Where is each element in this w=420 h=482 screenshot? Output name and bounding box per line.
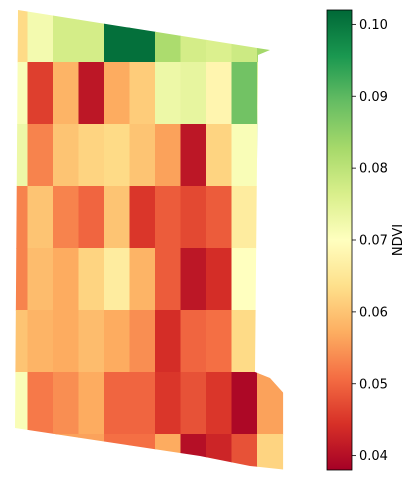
heatmap-cell [15,310,29,373]
heatmap-cell [104,124,131,187]
heatmap-cell [104,434,131,470]
heatmap-cell [180,434,207,470]
heatmap-cell [15,248,29,311]
heatmap-cell [27,62,54,125]
heatmap-cell [155,310,182,373]
heatmap-cell [180,62,207,125]
heatmap-cell [129,124,156,187]
heatmap-cell [206,248,233,311]
colorbar-tick-label: 0.04 [359,449,388,464]
heatmap-cell [53,62,80,125]
heatmap-cell [129,372,156,435]
heatmap-cell [15,10,29,63]
heatmap-cell [27,124,54,187]
heatmap-cell [104,372,131,435]
colorbar-tick-label: 0.09 [359,90,388,105]
heatmap-cell [53,10,80,63]
heatmap-cell [155,372,182,435]
heatmap-cell [129,248,156,311]
heatmap-cell [257,372,284,435]
heatmap-cell [27,372,54,435]
heatmap-cell [257,10,284,63]
heatmap-cell [78,10,105,63]
heatmap-cell [180,186,207,249]
heatmap-cell [129,310,156,373]
heatmap-cell [231,186,258,249]
colorbar-ticks: 0.04 0.05 0.06 0.07 0.08 0.09 0.10 [352,18,388,464]
heatmap-cell [155,124,182,187]
colorbar-tick-label: 0.07 [359,234,388,249]
heatmap-cell [27,310,54,373]
heatmap-cell [231,62,258,125]
colorbar: 0.04 0.05 0.06 0.07 0.08 0.09 0.10 NDVI [326,9,406,471]
colorbar-label: NDVI [391,224,406,256]
heatmap-cell [155,248,182,311]
heatmap-cell [78,434,105,470]
heatmap-cell [231,434,258,470]
heatmap-cell [78,310,105,373]
heatmap-cell [155,62,182,125]
heatmap-cell [27,434,54,470]
heatmap-cell [27,10,54,63]
colorbar-gradient [326,9,353,471]
heatmap-cell [27,248,54,311]
heatmap-cell [104,248,131,311]
heatmap-cell [53,372,80,435]
heatmap-cell [231,372,258,435]
heatmap-cell [15,124,29,187]
heatmap-cell [53,186,80,249]
heatmap-cell [15,372,29,435]
heatmap-cell [257,186,284,249]
colorbar-tick-label: 0.10 [359,18,388,33]
heatmap-cell [129,62,156,125]
heatmap-cell [53,124,80,187]
heatmap-cell [53,248,80,311]
heatmap-cells [15,10,284,470]
colorbar-tick-label: 0.06 [359,305,388,320]
heatmap-cell [231,248,258,311]
heatmap-cell [53,310,80,373]
heatmap-cell [53,434,80,470]
colorbar-tick-label: 0.05 [359,377,388,392]
heatmap-cell [129,434,156,470]
heatmap-cell [206,186,233,249]
heatmap-cell [257,62,284,125]
heatmap-cell [104,62,131,125]
heatmap-cell [78,62,105,125]
colorbar-tick-label: 0.08 [359,162,388,177]
heatmap-cell [129,10,156,63]
heatmap-cell [206,124,233,187]
heatmap-cell [15,186,29,249]
heatmap-cell [155,10,182,63]
heatmap-cell [206,62,233,125]
heatmap-cell [104,10,131,63]
heatmap-cell [15,62,29,125]
heatmap-cell [104,186,131,249]
heatmap-cell [78,248,105,311]
heatmap-cell [180,10,207,63]
heatmap-cell [257,434,284,470]
heatmap-cell [78,186,105,249]
heatmap-cell [78,124,105,187]
heatmap-cell [231,310,258,373]
heatmap-cell [180,310,207,373]
heatmap-cell [206,434,233,470]
heatmap-cell [27,186,54,249]
heatmap-cell [180,124,207,187]
heatmap-cell [231,10,258,63]
heatmap-cell [180,248,207,311]
heatmap-cell [155,434,182,470]
heatmap-cell [78,372,105,435]
heatmap-cell [206,372,233,435]
heatmap-cell [129,186,156,249]
heatmap-cell [231,124,258,187]
heatmap-cell [206,310,233,373]
heatmap-cell [206,10,233,63]
heatmap-cell [257,124,284,187]
heatmap-cell [104,310,131,373]
heatmap-cell [155,186,182,249]
heatmap-cell [180,372,207,435]
